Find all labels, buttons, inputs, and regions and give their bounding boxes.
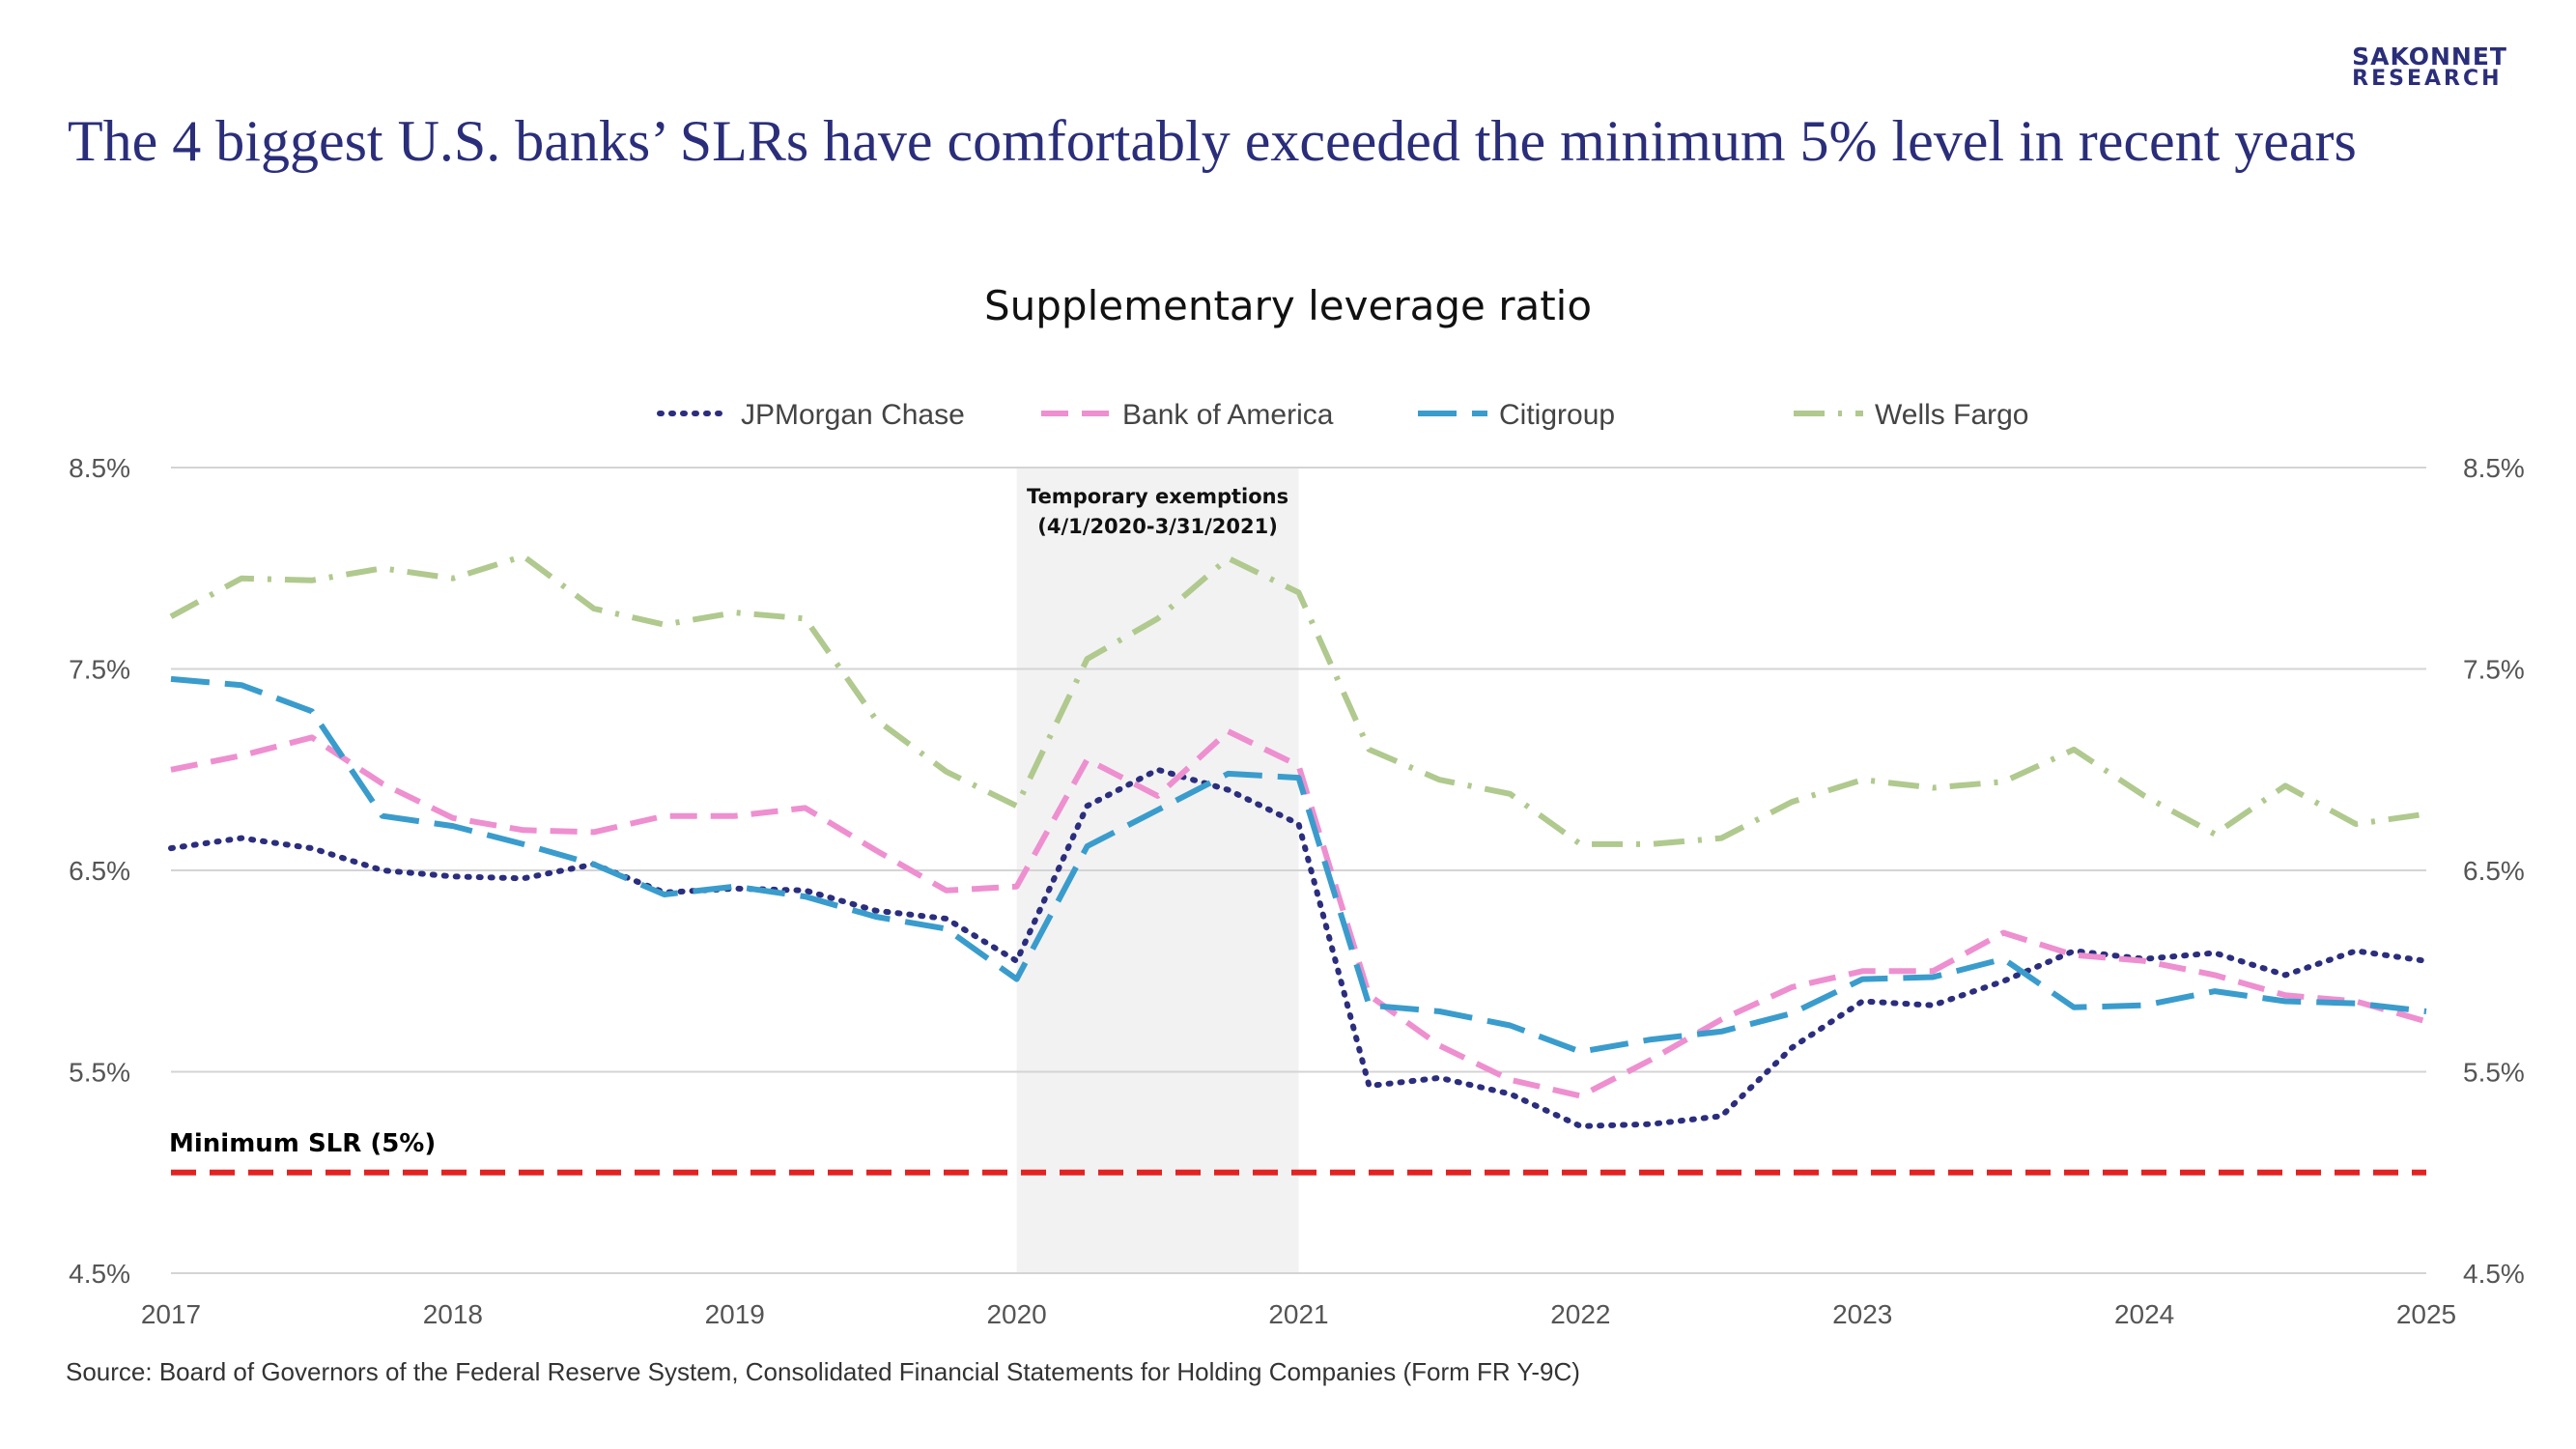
minimum-slr-label: Minimum SLR (5%) bbox=[169, 1129, 436, 1158]
series-line-bank-of-america bbox=[170, 728, 2427, 1099]
x-tick-label: 2020 bbox=[986, 1299, 1046, 1329]
y-axis-left: 8.5% 7.5% 6.5% 5.5% 4.5% bbox=[69, 453, 130, 1289]
y-tick-label-right: 4.5% bbox=[2463, 1259, 2525, 1289]
x-tick-label: 2025 bbox=[2396, 1299, 2456, 1329]
y-tick-label-left: 8.5% bbox=[69, 453, 130, 483]
x-tick-label: 2017 bbox=[141, 1299, 201, 1329]
y-tick-label-left: 7.5% bbox=[69, 655, 130, 685]
y-tick-label-right: 7.5% bbox=[2463, 655, 2525, 685]
legend-label-bank-of-america: Bank of America bbox=[1122, 399, 1334, 431]
series-line-wells-fargo bbox=[169, 553, 2427, 847]
x-tick-label: 2019 bbox=[705, 1299, 765, 1329]
y-tick-label-left: 5.5% bbox=[69, 1058, 130, 1088]
legend-label-citigroup: Citigroup bbox=[1499, 399, 1615, 431]
logo-line-1: SAKONNET bbox=[2352, 43, 2507, 71]
sakonnet-research-logo: SAKONNET RESEARCH bbox=[2352, 44, 2507, 90]
x-tick-label: 2022 bbox=[1550, 1299, 1610, 1329]
y-tick-label-right: 8.5% bbox=[2463, 453, 2525, 483]
legend-label-jpmorgan-chase: JPMorgan Chase bbox=[741, 399, 965, 431]
y-tick-label-left: 4.5% bbox=[69, 1259, 130, 1289]
y-tick-label-right: 6.5% bbox=[2463, 856, 2525, 886]
series-lines bbox=[168, 553, 2429, 1129]
logo-line-2: RESEARCH bbox=[2352, 67, 2503, 91]
headline: The 4 biggest U.S. banks’ SLRs have comf… bbox=[68, 109, 2357, 173]
y-tick-label-left: 6.5% bbox=[69, 856, 130, 886]
x-tick-label: 2018 bbox=[423, 1299, 483, 1329]
chart-title: Supplementary leverage ratio bbox=[983, 282, 1593, 329]
legend: JPMorgan Chase Bank of America Citigroup We… bbox=[657, 399, 2029, 431]
series-line-jpmorgan-chase bbox=[168, 766, 2429, 1129]
x-tick-label: 2021 bbox=[1268, 1299, 1328, 1329]
source-note: Source: Board of Governors of the Federa… bbox=[66, 1357, 1580, 1386]
y-tick-label-right: 5.5% bbox=[2463, 1058, 2525, 1088]
legend-label-wells-fargo: Wells Fargo bbox=[1875, 399, 2029, 431]
gridlines bbox=[171, 467, 2426, 1274]
exemptions-label-line-1: Temporary exemptions bbox=[1027, 485, 1288, 508]
x-tick-label: 2024 bbox=[2114, 1299, 2174, 1329]
y-axis-right: 8.5% 7.5% 6.5% 5.5% 4.5% bbox=[2463, 453, 2525, 1289]
exemptions-label-line-2: (4/1/2020-3/31/2021) bbox=[1037, 515, 1278, 538]
series-line-citigroup bbox=[170, 675, 2427, 1055]
x-tick-label: 2023 bbox=[1832, 1299, 1892, 1329]
x-axis: 2017 2018 2019 2020 2021 2022 2023 2024 2025 bbox=[141, 1299, 2456, 1329]
